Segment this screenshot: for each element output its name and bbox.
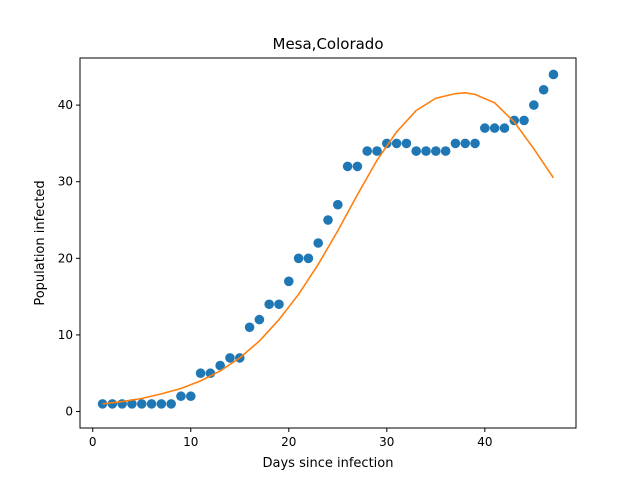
- data-point: [352, 161, 363, 172]
- data-point: [225, 353, 235, 363]
- y-axis-label: Population infected: [33, 180, 48, 305]
- data-point: [195, 368, 206, 379]
- data-point: [391, 138, 402, 149]
- data-point: [264, 299, 274, 310]
- data-point: [372, 146, 382, 156]
- data-point: [146, 399, 157, 409]
- data-point: [303, 253, 314, 264]
- fit-line: [102, 92, 555, 405]
- data-point: [509, 115, 520, 126]
- data-point: [205, 368, 216, 379]
- data-point: [176, 391, 186, 402]
- chart-title: Mesa,Colorado: [273, 35, 384, 53]
- data-point: [166, 399, 176, 409]
- data-point: [450, 138, 461, 149]
- data-point: [333, 199, 343, 210]
- data-point: [548, 69, 559, 80]
- data-point: [470, 138, 480, 149]
- y-tick-label: 10: [58, 328, 73, 342]
- y-tick-label: 30: [58, 175, 73, 189]
- data-point: [519, 115, 529, 126]
- y-tick-label: 20: [58, 251, 73, 265]
- data-point: [342, 161, 353, 172]
- y-tick-label: 40: [58, 98, 73, 112]
- axes: 0 10 20 30 40 0 10 20 30 40: [58, 98, 493, 449]
- x-tick-label: 0: [89, 435, 97, 449]
- plot-frame: [79, 57, 577, 429]
- data-point: [313, 238, 324, 248]
- data-point: [480, 123, 490, 133]
- x-axis-label: Days since infection: [263, 456, 394, 471]
- data-point: [460, 138, 471, 149]
- data-point: [156, 399, 167, 409]
- data-point: [107, 399, 118, 409]
- data-point: [283, 276, 294, 287]
- data-point: [421, 146, 431, 156]
- data-point: [489, 123, 500, 133]
- data-point: [293, 253, 304, 264]
- data-point: [362, 146, 373, 156]
- plot-area: [97, 69, 559, 409]
- data-point: [431, 146, 441, 156]
- data-point: [127, 399, 137, 409]
- data-point: [440, 146, 451, 156]
- data-point: [215, 360, 225, 371]
- x-tick-label: 40: [477, 435, 492, 449]
- data-point: [254, 314, 265, 325]
- x-tick-label: 30: [379, 435, 394, 449]
- y-tick-label: 0: [65, 405, 73, 419]
- data-point: [411, 146, 422, 156]
- x-tick-label: 10: [183, 435, 198, 449]
- data-point: [323, 215, 333, 225]
- data-point: [499, 123, 510, 133]
- data-point: [401, 138, 412, 149]
- x-tick-label: 20: [281, 435, 296, 449]
- data-point: [529, 100, 539, 110]
- data-point: [382, 138, 392, 149]
- data-point: [136, 399, 147, 409]
- data-point: [274, 299, 284, 310]
- data-point: [538, 84, 549, 95]
- data-point: [244, 322, 255, 333]
- data-point: [185, 391, 196, 402]
